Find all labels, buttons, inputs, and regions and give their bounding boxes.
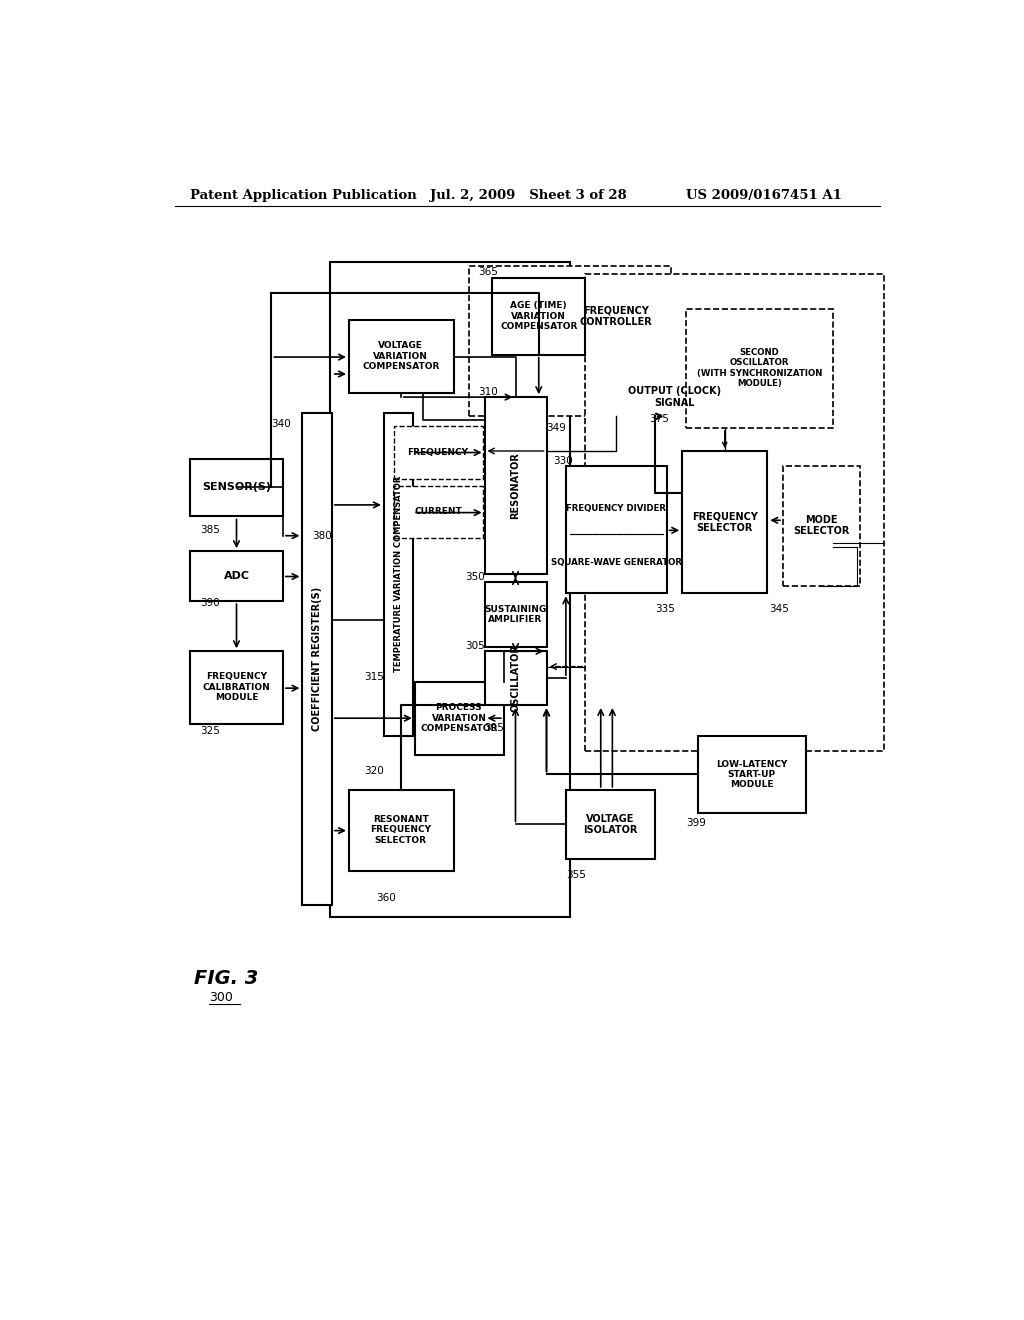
- Text: TEMPERATURE VARIATION COMPENSATOR: TEMPERATURE VARIATION COMPENSATOR: [394, 477, 403, 672]
- Text: 399: 399: [686, 818, 706, 828]
- Bar: [190, 552, 283, 601]
- Text: SENSOR(S): SENSOR(S): [202, 482, 271, 492]
- Text: 320: 320: [365, 766, 384, 776]
- Text: 335: 335: [655, 603, 675, 614]
- Text: RESONANT
FREQUENCY
SELECTOR: RESONANT FREQUENCY SELECTOR: [371, 814, 431, 845]
- Text: 300: 300: [209, 991, 233, 1005]
- Text: VOLTAGE
VARIATION
COMPENSATOR: VOLTAGE VARIATION COMPENSATOR: [362, 342, 439, 371]
- Bar: [484, 397, 547, 574]
- Text: 325: 325: [200, 726, 220, 735]
- Text: COEFFICIENT REGISTER(S): COEFFICIENT REGISTER(S): [312, 587, 323, 731]
- Text: MODE
SELECTOR: MODE SELECTOR: [794, 515, 850, 536]
- Bar: [493, 277, 586, 355]
- Text: 360: 360: [376, 892, 395, 903]
- Text: 395: 395: [484, 723, 505, 733]
- Text: PROCESS
VARIATION
COMPENSATOR: PROCESS VARIATION COMPENSATOR: [420, 704, 498, 733]
- Bar: [469, 267, 671, 416]
- Bar: [484, 582, 547, 647]
- Text: 330: 330: [553, 455, 572, 466]
- Text: Patent Application Publication: Patent Application Publication: [190, 189, 417, 202]
- Text: 375: 375: [649, 413, 670, 424]
- Text: LOW-LATENCY
START-UP
MODULE: LOW-LATENCY START-UP MODULE: [716, 759, 787, 789]
- Text: ADC: ADC: [223, 570, 250, 581]
- Bar: [190, 459, 283, 516]
- Text: OSCILLATOR: OSCILLATOR: [511, 644, 520, 711]
- Text: US 2009/0167451 A1: US 2009/0167451 A1: [686, 189, 842, 202]
- Text: Jul. 2, 2009   Sheet 3 of 28: Jul. 2, 2009 Sheet 3 of 28: [430, 189, 627, 202]
- Bar: [302, 413, 332, 906]
- Text: CURRENT: CURRENT: [414, 507, 462, 516]
- Bar: [484, 651, 547, 705]
- Bar: [394, 486, 483, 539]
- Text: 340: 340: [271, 418, 291, 429]
- Text: FREQUENCY
CONTROLLER: FREQUENCY CONTROLLER: [580, 305, 652, 327]
- Text: 345: 345: [769, 603, 788, 614]
- Text: FREQUENCY DIVIDER: FREQUENCY DIVIDER: [566, 504, 667, 513]
- Bar: [190, 651, 283, 725]
- Text: FREQUENCY
SELECTOR: FREQUENCY SELECTOR: [692, 511, 758, 533]
- Text: 355: 355: [566, 870, 586, 879]
- Text: FREQUENCY: FREQUENCY: [408, 447, 469, 457]
- Bar: [330, 263, 569, 917]
- Text: 365: 365: [478, 268, 498, 277]
- Text: SQUARE-WAVE GENERATOR: SQUARE-WAVE GENERATOR: [551, 558, 682, 568]
- Text: 350: 350: [465, 572, 485, 582]
- Text: 305: 305: [465, 640, 485, 651]
- Text: SECOND
OSCILLATOR
(WITH SYNCHRONIZATION
MODULE): SECOND OSCILLATOR (WITH SYNCHRONIZATION …: [697, 347, 822, 388]
- Bar: [349, 321, 454, 393]
- Bar: [415, 682, 504, 755]
- Bar: [349, 789, 454, 871]
- Text: 349: 349: [547, 422, 566, 433]
- Text: 310: 310: [478, 387, 498, 397]
- Bar: [783, 466, 860, 586]
- Text: 380: 380: [311, 531, 332, 541]
- Text: AGE (TIME)
VARIATION
COMPENSATOR: AGE (TIME) VARIATION COMPENSATOR: [500, 301, 578, 331]
- Bar: [566, 466, 667, 594]
- Text: 385: 385: [200, 525, 220, 536]
- Text: RESONATOR: RESONATOR: [511, 453, 520, 519]
- Bar: [682, 451, 767, 594]
- Text: FIG. 3: FIG. 3: [194, 969, 258, 987]
- Bar: [586, 275, 884, 751]
- Text: OUTPUT (CLOCK)
SIGNAL: OUTPUT (CLOCK) SIGNAL: [628, 387, 721, 408]
- Text: SUSTAINING
AMPLIFIER: SUSTAINING AMPLIFIER: [484, 605, 547, 624]
- Text: 390: 390: [200, 598, 220, 607]
- Bar: [384, 413, 414, 737]
- Bar: [686, 309, 834, 428]
- Bar: [566, 789, 655, 859]
- Bar: [697, 737, 806, 813]
- Text: 315: 315: [365, 672, 384, 681]
- Text: FREQUENCY
CALIBRATION
MODULE: FREQUENCY CALIBRATION MODULE: [203, 672, 270, 702]
- Bar: [394, 426, 483, 479]
- Text: VOLTAGE
ISOLATOR: VOLTAGE ISOLATOR: [583, 813, 637, 836]
